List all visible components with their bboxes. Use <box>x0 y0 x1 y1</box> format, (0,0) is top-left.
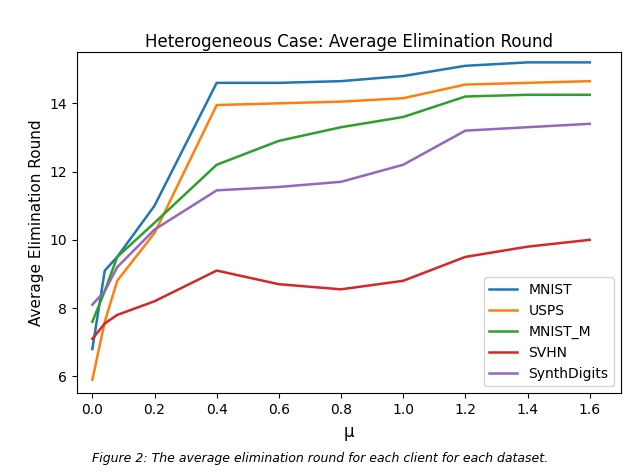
USPS <box>150 230 158 236</box>
SynthDigits <box>113 264 121 270</box>
MNIST_M <box>275 138 283 144</box>
MNIST <box>337 78 345 84</box>
USPS <box>399 95 407 101</box>
USPS <box>88 377 96 383</box>
MNIST <box>150 203 158 209</box>
Title: Heterogeneous Case: Average Elimination Round: Heterogeneous Case: Average Elimination … <box>145 33 553 51</box>
MNIST_M <box>88 319 96 325</box>
SynthDigits <box>88 302 96 308</box>
SVHN <box>101 320 109 326</box>
Line: USPS: USPS <box>92 81 589 380</box>
MNIST <box>113 254 121 260</box>
Line: SynthDigits: SynthDigits <box>92 124 589 305</box>
USPS <box>101 319 109 325</box>
Line: SVHN: SVHN <box>92 240 589 339</box>
Line: MNIST_M: MNIST_M <box>92 95 589 322</box>
SVHN <box>150 299 158 304</box>
MNIST <box>399 73 407 79</box>
SynthDigits <box>524 124 531 130</box>
MNIST_M <box>337 124 345 130</box>
SVHN <box>213 268 221 273</box>
SVHN <box>524 244 531 249</box>
SVHN <box>113 312 121 318</box>
SynthDigits <box>150 227 158 232</box>
MNIST_M <box>213 162 221 168</box>
SynthDigits <box>101 288 109 294</box>
USPS <box>113 278 121 283</box>
SVHN <box>586 237 593 243</box>
MNIST <box>88 346 96 352</box>
Legend: MNIST, USPS, MNIST_M, SVHN, SynthDigits: MNIST, USPS, MNIST_M, SVHN, SynthDigits <box>484 277 614 386</box>
MNIST_M <box>150 220 158 226</box>
SynthDigits <box>586 121 593 127</box>
Line: MNIST: MNIST <box>92 63 589 349</box>
SynthDigits <box>337 179 345 185</box>
USPS <box>586 78 593 84</box>
MNIST_M <box>586 92 593 98</box>
SVHN <box>399 278 407 283</box>
USPS <box>524 80 531 86</box>
SynthDigits <box>461 128 469 134</box>
MNIST_M <box>101 288 109 294</box>
MNIST_M <box>524 92 531 98</box>
MNIST_M <box>399 114 407 120</box>
USPS <box>337 99 345 104</box>
MNIST <box>275 80 283 86</box>
SVHN <box>275 282 283 287</box>
Y-axis label: Average Elimination Round: Average Elimination Round <box>29 119 44 326</box>
SynthDigits <box>275 184 283 190</box>
SynthDigits <box>213 188 221 193</box>
MNIST_M <box>461 94 469 100</box>
MNIST <box>461 63 469 69</box>
USPS <box>275 100 283 106</box>
SynthDigits <box>399 162 407 168</box>
MNIST <box>586 60 593 65</box>
SVHN <box>337 286 345 292</box>
MNIST <box>101 268 109 273</box>
USPS <box>461 82 469 87</box>
SVHN <box>88 336 96 342</box>
Text: Figure 2: The average elimination round for each client for each dataset.: Figure 2: The average elimination round … <box>92 452 548 465</box>
X-axis label: μ: μ <box>344 423 354 441</box>
USPS <box>213 102 221 108</box>
MNIST <box>524 60 531 65</box>
MNIST <box>213 80 221 86</box>
SVHN <box>461 254 469 260</box>
MNIST_M <box>113 254 121 260</box>
